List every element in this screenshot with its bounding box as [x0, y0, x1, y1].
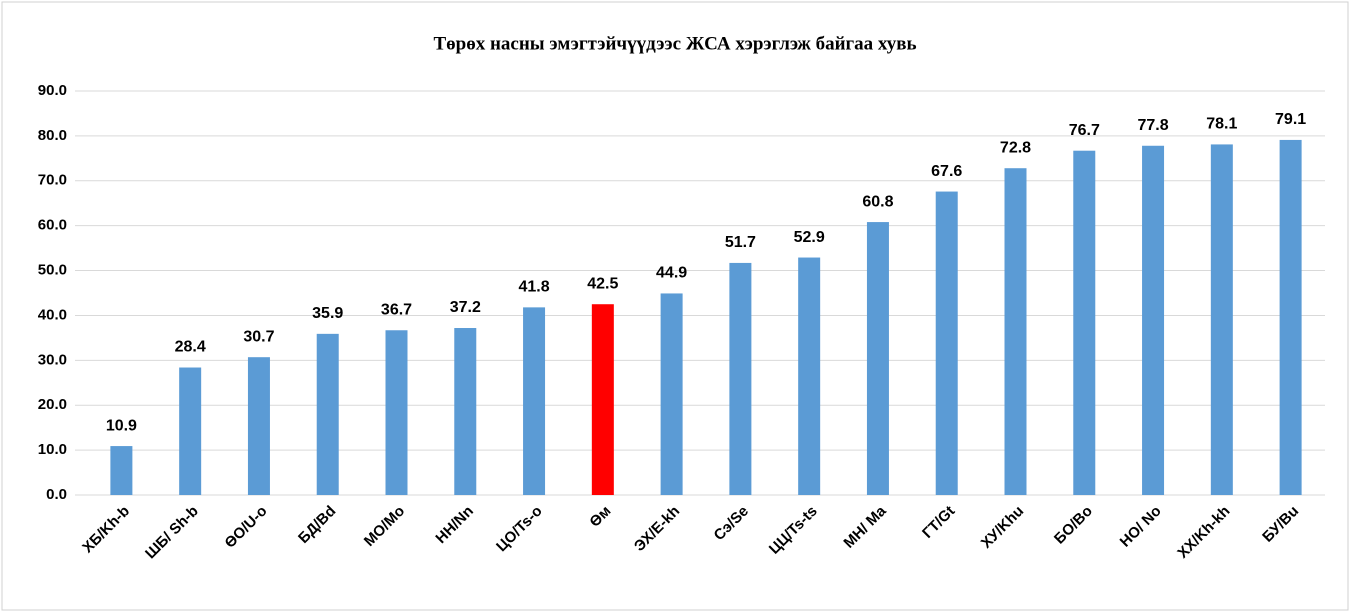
value-label: 37.2	[450, 299, 481, 316]
bar	[247, 357, 270, 495]
bar	[1142, 145, 1165, 495]
value-label: 67.6	[931, 163, 962, 180]
bar	[179, 367, 202, 495]
value-label: 60.8	[862, 193, 893, 210]
bar	[1073, 150, 1096, 496]
value-label: 76.7	[1069, 122, 1100, 139]
bar	[110, 446, 133, 495]
bar	[935, 191, 958, 495]
value-label: 41.8	[518, 279, 549, 296]
y-tick-label: 30.0	[38, 351, 67, 368]
bar	[523, 307, 546, 495]
bar	[454, 328, 477, 495]
y-tick-label: 50.0	[38, 262, 67, 279]
value-label: 10.9	[106, 417, 137, 434]
value-label: 36.7	[381, 301, 412, 318]
value-label: 42.5	[587, 275, 618, 292]
value-label: 28.4	[175, 339, 206, 356]
bar	[1004, 168, 1027, 495]
value-label: 77.8	[1137, 117, 1168, 134]
value-label: 30.7	[243, 328, 274, 345]
y-tick-label: 10.0	[38, 441, 67, 458]
value-label: 51.7	[725, 234, 756, 251]
value-label: 72.8	[1000, 139, 1031, 156]
chart-title: Төрөх насны эмэгтэйчүүдээс ЖСА хэрэглэж …	[433, 33, 916, 54]
bar	[729, 262, 752, 495]
y-tick-label: 0.0	[46, 486, 67, 503]
value-label: 52.9	[794, 229, 825, 246]
bar	[385, 330, 408, 495]
y-tick-label: 70.0	[38, 172, 67, 189]
value-label: 44.9	[656, 265, 687, 282]
value-label: 79.1	[1275, 111, 1306, 128]
bar	[866, 222, 889, 495]
bar	[1210, 144, 1233, 495]
bar	[1279, 139, 1302, 495]
value-label: 35.9	[312, 305, 343, 322]
y-tick-label: 20.0	[38, 396, 67, 413]
bar	[591, 304, 614, 495]
bar	[660, 293, 683, 495]
y-tick-label: 40.0	[38, 306, 67, 323]
value-label: 78.1	[1206, 116, 1237, 133]
bar	[798, 257, 821, 495]
y-tick-label: 80.0	[38, 127, 67, 144]
y-tick-label: 60.0	[38, 217, 67, 234]
bar	[316, 333, 339, 495]
y-tick-label: 90.0	[38, 82, 67, 99]
